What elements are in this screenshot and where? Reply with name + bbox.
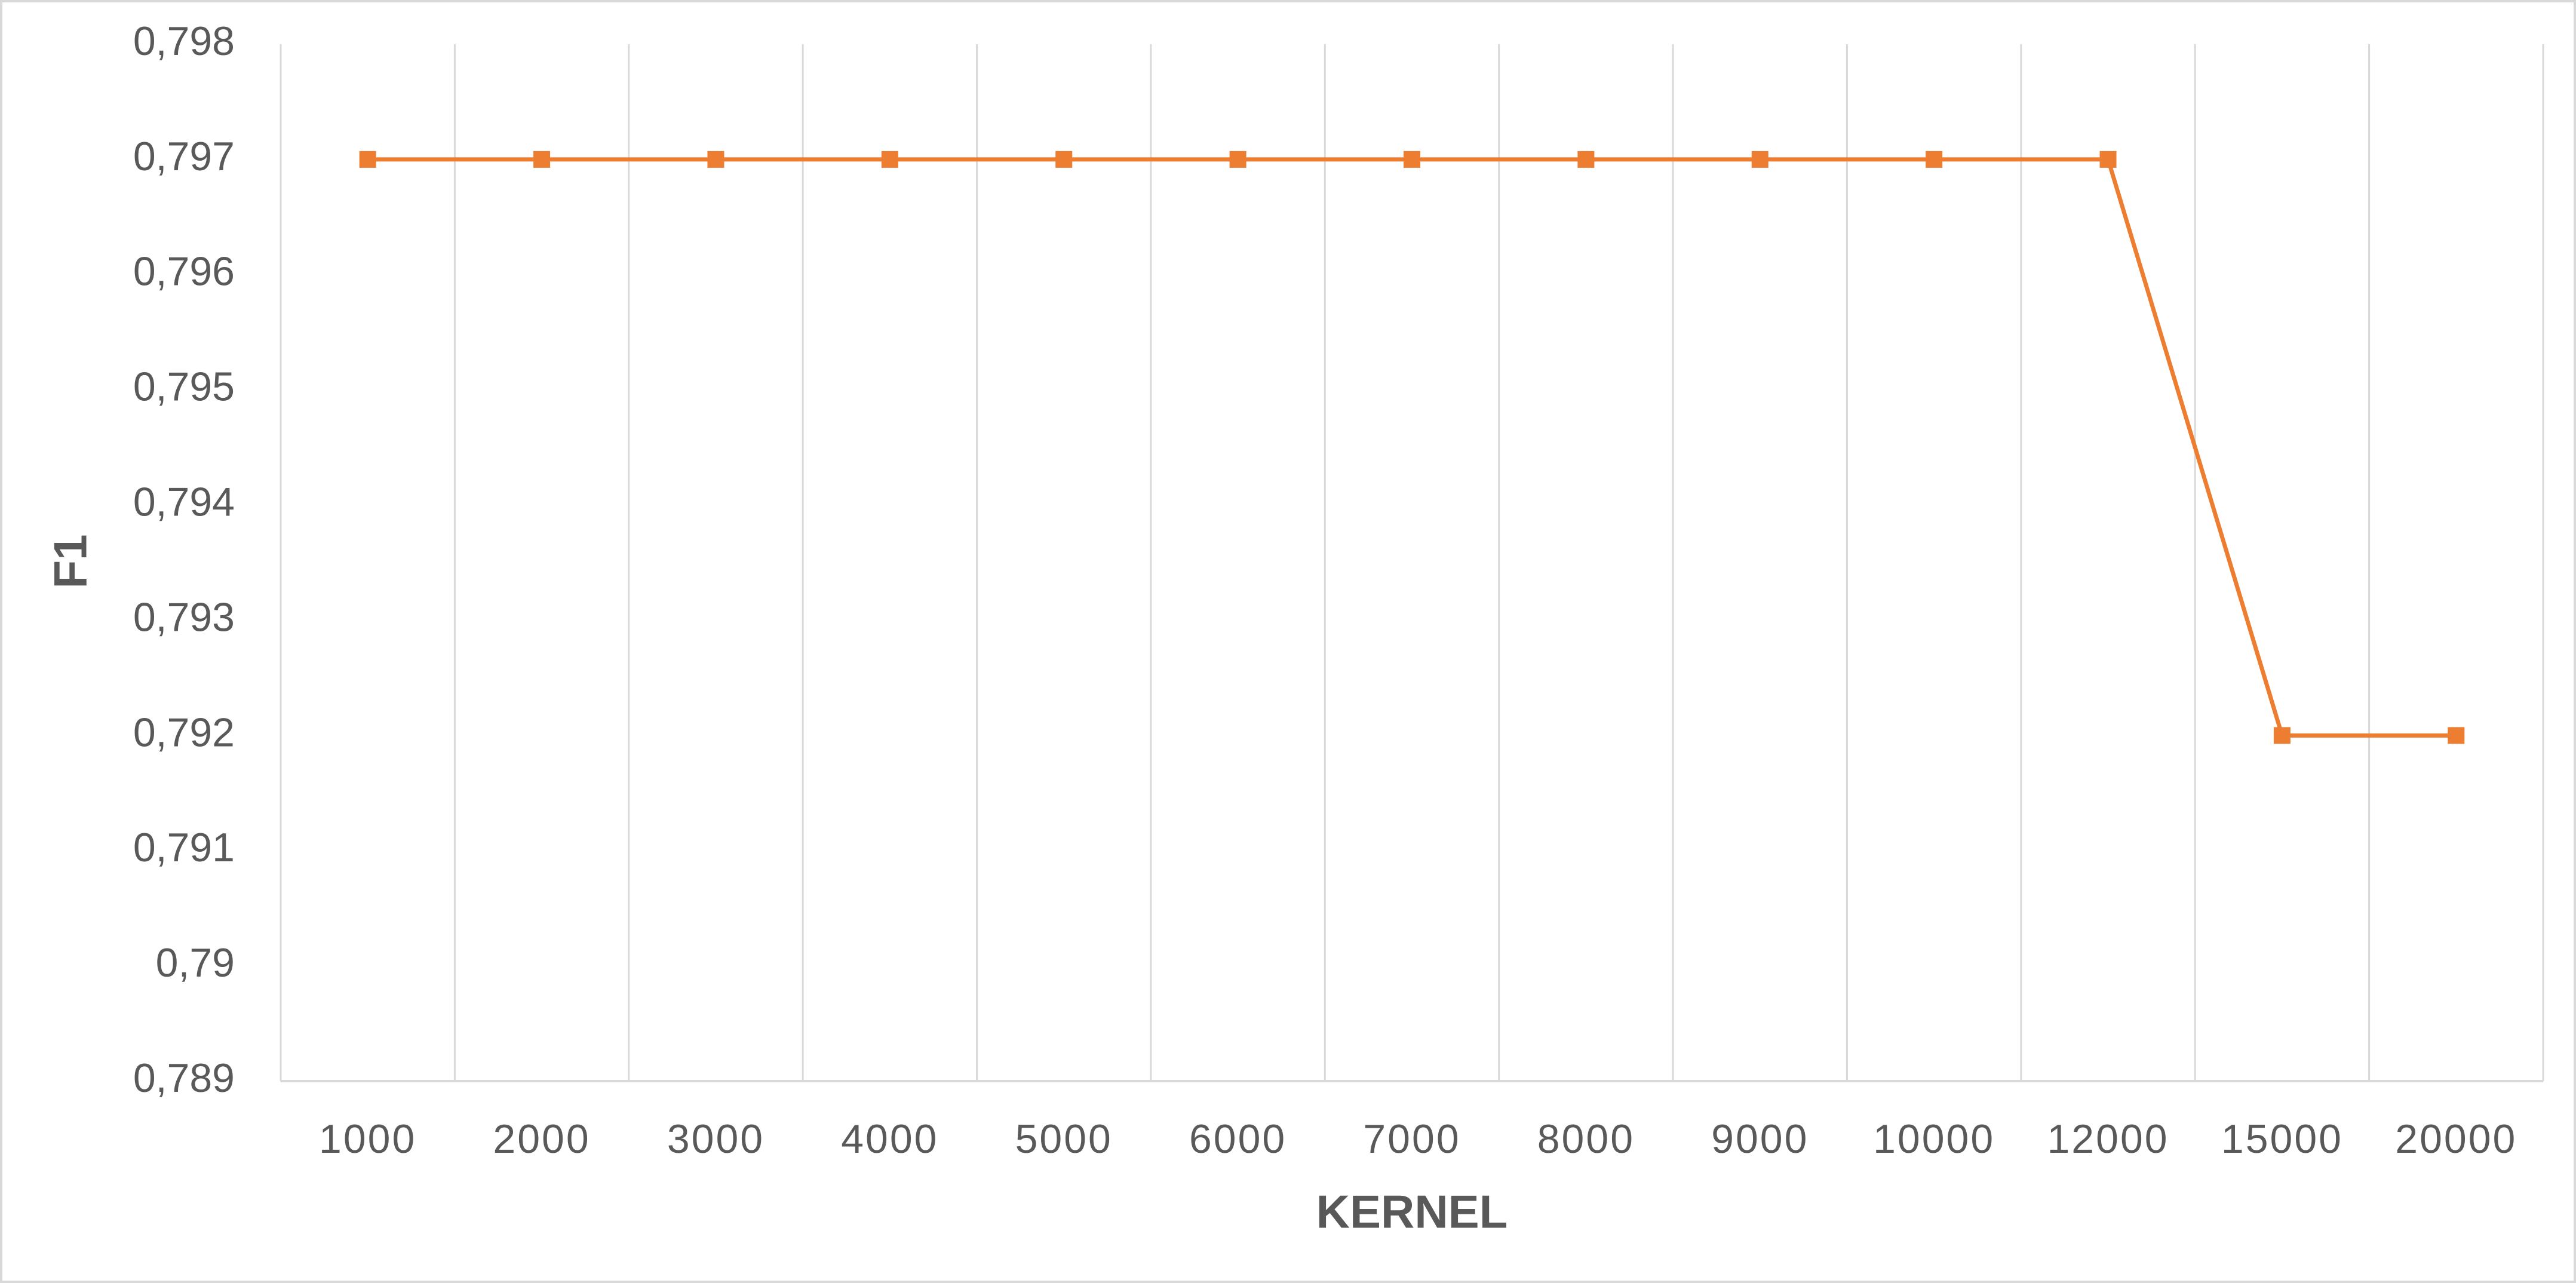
marker bbox=[1926, 151, 1943, 168]
x-tick-label: 3000 bbox=[667, 1116, 764, 1162]
y-tick-label: 0,798 bbox=[133, 19, 235, 64]
marker bbox=[1751, 151, 1768, 168]
marker bbox=[1229, 151, 1246, 168]
marker bbox=[2448, 727, 2465, 744]
marker bbox=[1055, 151, 1073, 168]
y-axis-title: F1 bbox=[44, 534, 97, 588]
x-tick-label: 8000 bbox=[1537, 1116, 1635, 1162]
y-tick-label: 0,794 bbox=[133, 480, 235, 525]
x-tick-label: 4000 bbox=[841, 1116, 938, 1162]
marker bbox=[1577, 151, 1595, 168]
x-tick-label: 6000 bbox=[1189, 1116, 1287, 1162]
x-tick-label: 5000 bbox=[1015, 1116, 1113, 1162]
marker bbox=[881, 151, 898, 168]
marker bbox=[707, 151, 724, 168]
marker bbox=[533, 151, 551, 168]
x-tick-label: 15000 bbox=[2221, 1116, 2343, 1162]
x-tick-label: 20000 bbox=[2395, 1116, 2517, 1162]
marker bbox=[2099, 151, 2117, 168]
x-tick-label: 2000 bbox=[493, 1116, 590, 1162]
x-tick-label: 12000 bbox=[2047, 1116, 2169, 1162]
x-tick-label: 9000 bbox=[1711, 1116, 1809, 1162]
y-tick-label: 0,791 bbox=[133, 825, 235, 870]
x-tick-label: 1000 bbox=[319, 1116, 416, 1162]
x-axis-title: KERNEL bbox=[1316, 1186, 1508, 1238]
x-tick-label: 7000 bbox=[1363, 1116, 1460, 1162]
y-tick-label: 0,789 bbox=[133, 1055, 235, 1101]
y-tick-label: 0,793 bbox=[133, 594, 235, 640]
marker bbox=[2273, 727, 2291, 744]
y-tick-label: 0,792 bbox=[133, 710, 235, 755]
y-tick-label: 0,795 bbox=[133, 364, 235, 410]
marker bbox=[359, 151, 376, 168]
y-tick-label: 0,796 bbox=[133, 249, 235, 294]
y-tick-label: 0,797 bbox=[133, 134, 235, 179]
y-tick-label: 0,79 bbox=[156, 940, 235, 986]
marker bbox=[1404, 151, 1420, 168]
x-tick-label: 10000 bbox=[1873, 1116, 1995, 1162]
